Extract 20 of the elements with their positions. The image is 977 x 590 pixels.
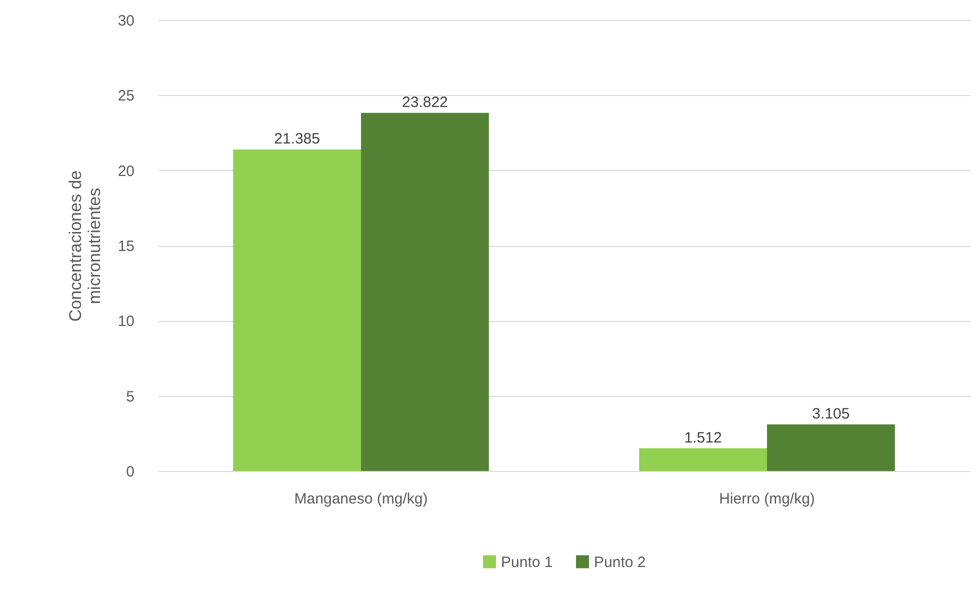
legend-label: Punto 2 (594, 554, 646, 571)
legend-label: Punto 1 (501, 554, 553, 571)
x-tick-label: Manganeso (mg/kg) (294, 490, 428, 508)
bar (767, 424, 895, 471)
bar (361, 112, 489, 471)
y-tick-label: 25 (118, 88, 134, 105)
data-label: 3.105 (812, 405, 850, 422)
data-label: 23.822 (402, 94, 448, 111)
data-label: 21.385 (274, 130, 320, 148)
y-tick-label: 20 (118, 162, 134, 180)
data-label: 1.512 (684, 429, 722, 446)
y-tick-label: 15 (118, 238, 134, 255)
bar (639, 448, 767, 471)
bar (233, 150, 361, 471)
y-tick-label: 5 (126, 388, 134, 406)
y-axis-title: Concentraciones de micronutrientes (66, 170, 104, 322)
y-tick-label: 30 (118, 12, 134, 30)
x-tick-label: Hierro (mg/kg) (719, 490, 815, 508)
y-tick-label: 10 (118, 313, 134, 330)
y-tick-label: 0 (126, 464, 134, 480)
